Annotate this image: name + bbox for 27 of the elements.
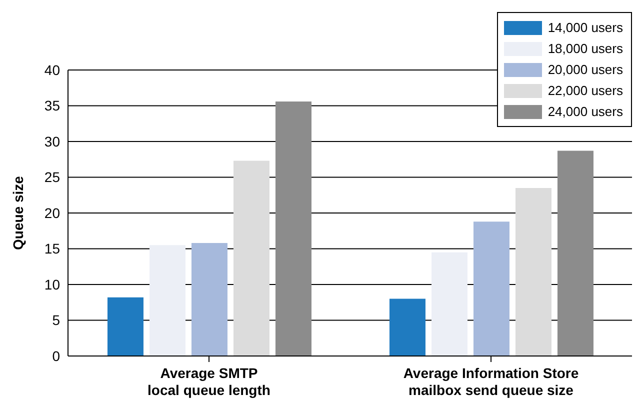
- y-tick-label: 20: [44, 204, 60, 221]
- y-tick-label: 10: [44, 276, 60, 292]
- bar: [473, 222, 510, 356]
- legend-label: 14,000 users: [548, 20, 623, 35]
- y-tick-label: 35: [44, 98, 60, 114]
- legend-label: 20,000 users: [548, 62, 623, 77]
- bar: [149, 245, 186, 356]
- legend-label: 24,000 users: [548, 104, 623, 119]
- bar: [191, 243, 228, 356]
- y-tick-label: 25: [44, 169, 60, 186]
- y-tick-label: 30: [44, 133, 60, 150]
- y-axis-title: Queue size: [10, 176, 26, 250]
- y-tick-label: 40: [44, 62, 60, 78]
- bar: [515, 188, 552, 356]
- bar: [233, 160, 270, 356]
- bar: [557, 150, 594, 356]
- y-tick-label: 0: [52, 348, 60, 364]
- x-tick-label: Average SMTP local queue length: [148, 365, 270, 398]
- bar: [431, 252, 468, 356]
- bar: [275, 101, 312, 356]
- y-tick-label: 15: [44, 240, 60, 257]
- y-tick-label: 5: [52, 312, 60, 328]
- bar: [107, 297, 144, 356]
- legend-label: 22,000 users: [548, 83, 623, 98]
- x-tick-label: Average Information Store mailbox send queue size: [403, 365, 579, 398]
- bar: [389, 298, 426, 356]
- legend-label: 18,000 users: [548, 41, 623, 56]
